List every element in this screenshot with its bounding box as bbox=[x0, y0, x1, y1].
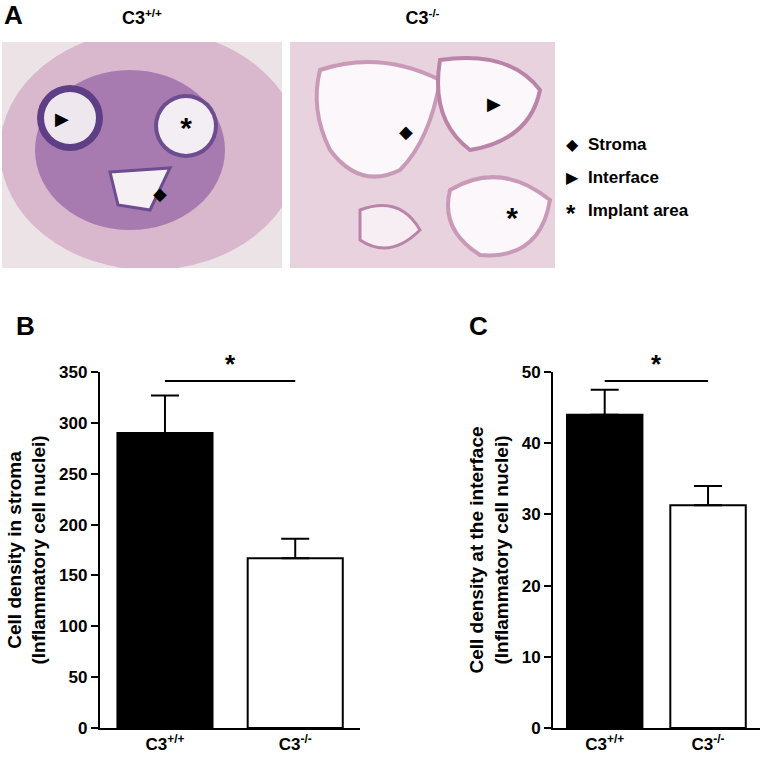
svg-text:200: 200 bbox=[59, 516, 87, 535]
svg-text:◆: ◆ bbox=[153, 184, 167, 204]
svg-text:◆: ◆ bbox=[399, 122, 413, 142]
svg-text:C3​+/+​: C3​+/+​ bbox=[585, 732, 624, 754]
svg-text:300: 300 bbox=[59, 414, 87, 433]
svg-text:Interface: Interface bbox=[588, 168, 659, 187]
svg-text:C3​+/+​: C3​+/+​ bbox=[146, 732, 185, 754]
svg-text:150: 150 bbox=[59, 566, 87, 585]
svg-text:250: 250 bbox=[59, 465, 87, 484]
svg-text:50: 50 bbox=[69, 668, 88, 687]
svg-text:*: * bbox=[566, 200, 576, 227]
svg-text:100: 100 bbox=[59, 617, 87, 636]
svg-text:Implant area: Implant area bbox=[588, 201, 689, 220]
svg-text:Cell density in stroma(Inflamm: Cell density in stroma(Inflammatory cell… bbox=[4, 435, 50, 664]
svg-text:*: * bbox=[180, 111, 192, 144]
svg-text:20: 20 bbox=[522, 577, 541, 596]
svg-text:50: 50 bbox=[522, 363, 541, 382]
svg-text:0: 0 bbox=[531, 719, 540, 738]
svg-text:C3+/+: C3+/+ bbox=[122, 6, 162, 28]
svg-text:350: 350 bbox=[59, 363, 87, 382]
svg-text:*: * bbox=[225, 349, 236, 379]
svg-text:C3-/-: C3-/- bbox=[405, 6, 439, 28]
svg-text:30: 30 bbox=[522, 505, 541, 524]
svg-text:B: B bbox=[16, 311, 35, 341]
svg-text:C3​-/-​: C3​-/-​ bbox=[692, 732, 725, 754]
svg-text:◆: ◆ bbox=[566, 136, 579, 153]
svg-text:C3​-/-​: C3​-/-​ bbox=[279, 732, 312, 754]
svg-text:▶: ▶ bbox=[55, 109, 69, 129]
svg-text:C: C bbox=[469, 311, 488, 341]
svg-text:▶: ▶ bbox=[487, 94, 501, 114]
svg-text:Stroma: Stroma bbox=[588, 135, 647, 154]
svg-text:*: * bbox=[506, 201, 518, 234]
svg-text:0: 0 bbox=[78, 719, 87, 738]
svg-text:10: 10 bbox=[522, 648, 541, 667]
svg-text:40: 40 bbox=[522, 434, 541, 453]
svg-text:A: A bbox=[4, 0, 23, 30]
svg-text:▶: ▶ bbox=[566, 169, 579, 186]
svg-text:*: * bbox=[651, 349, 662, 379]
svg-text:Cell density at the interface(: Cell density at the interface(Inflammato… bbox=[466, 426, 512, 673]
